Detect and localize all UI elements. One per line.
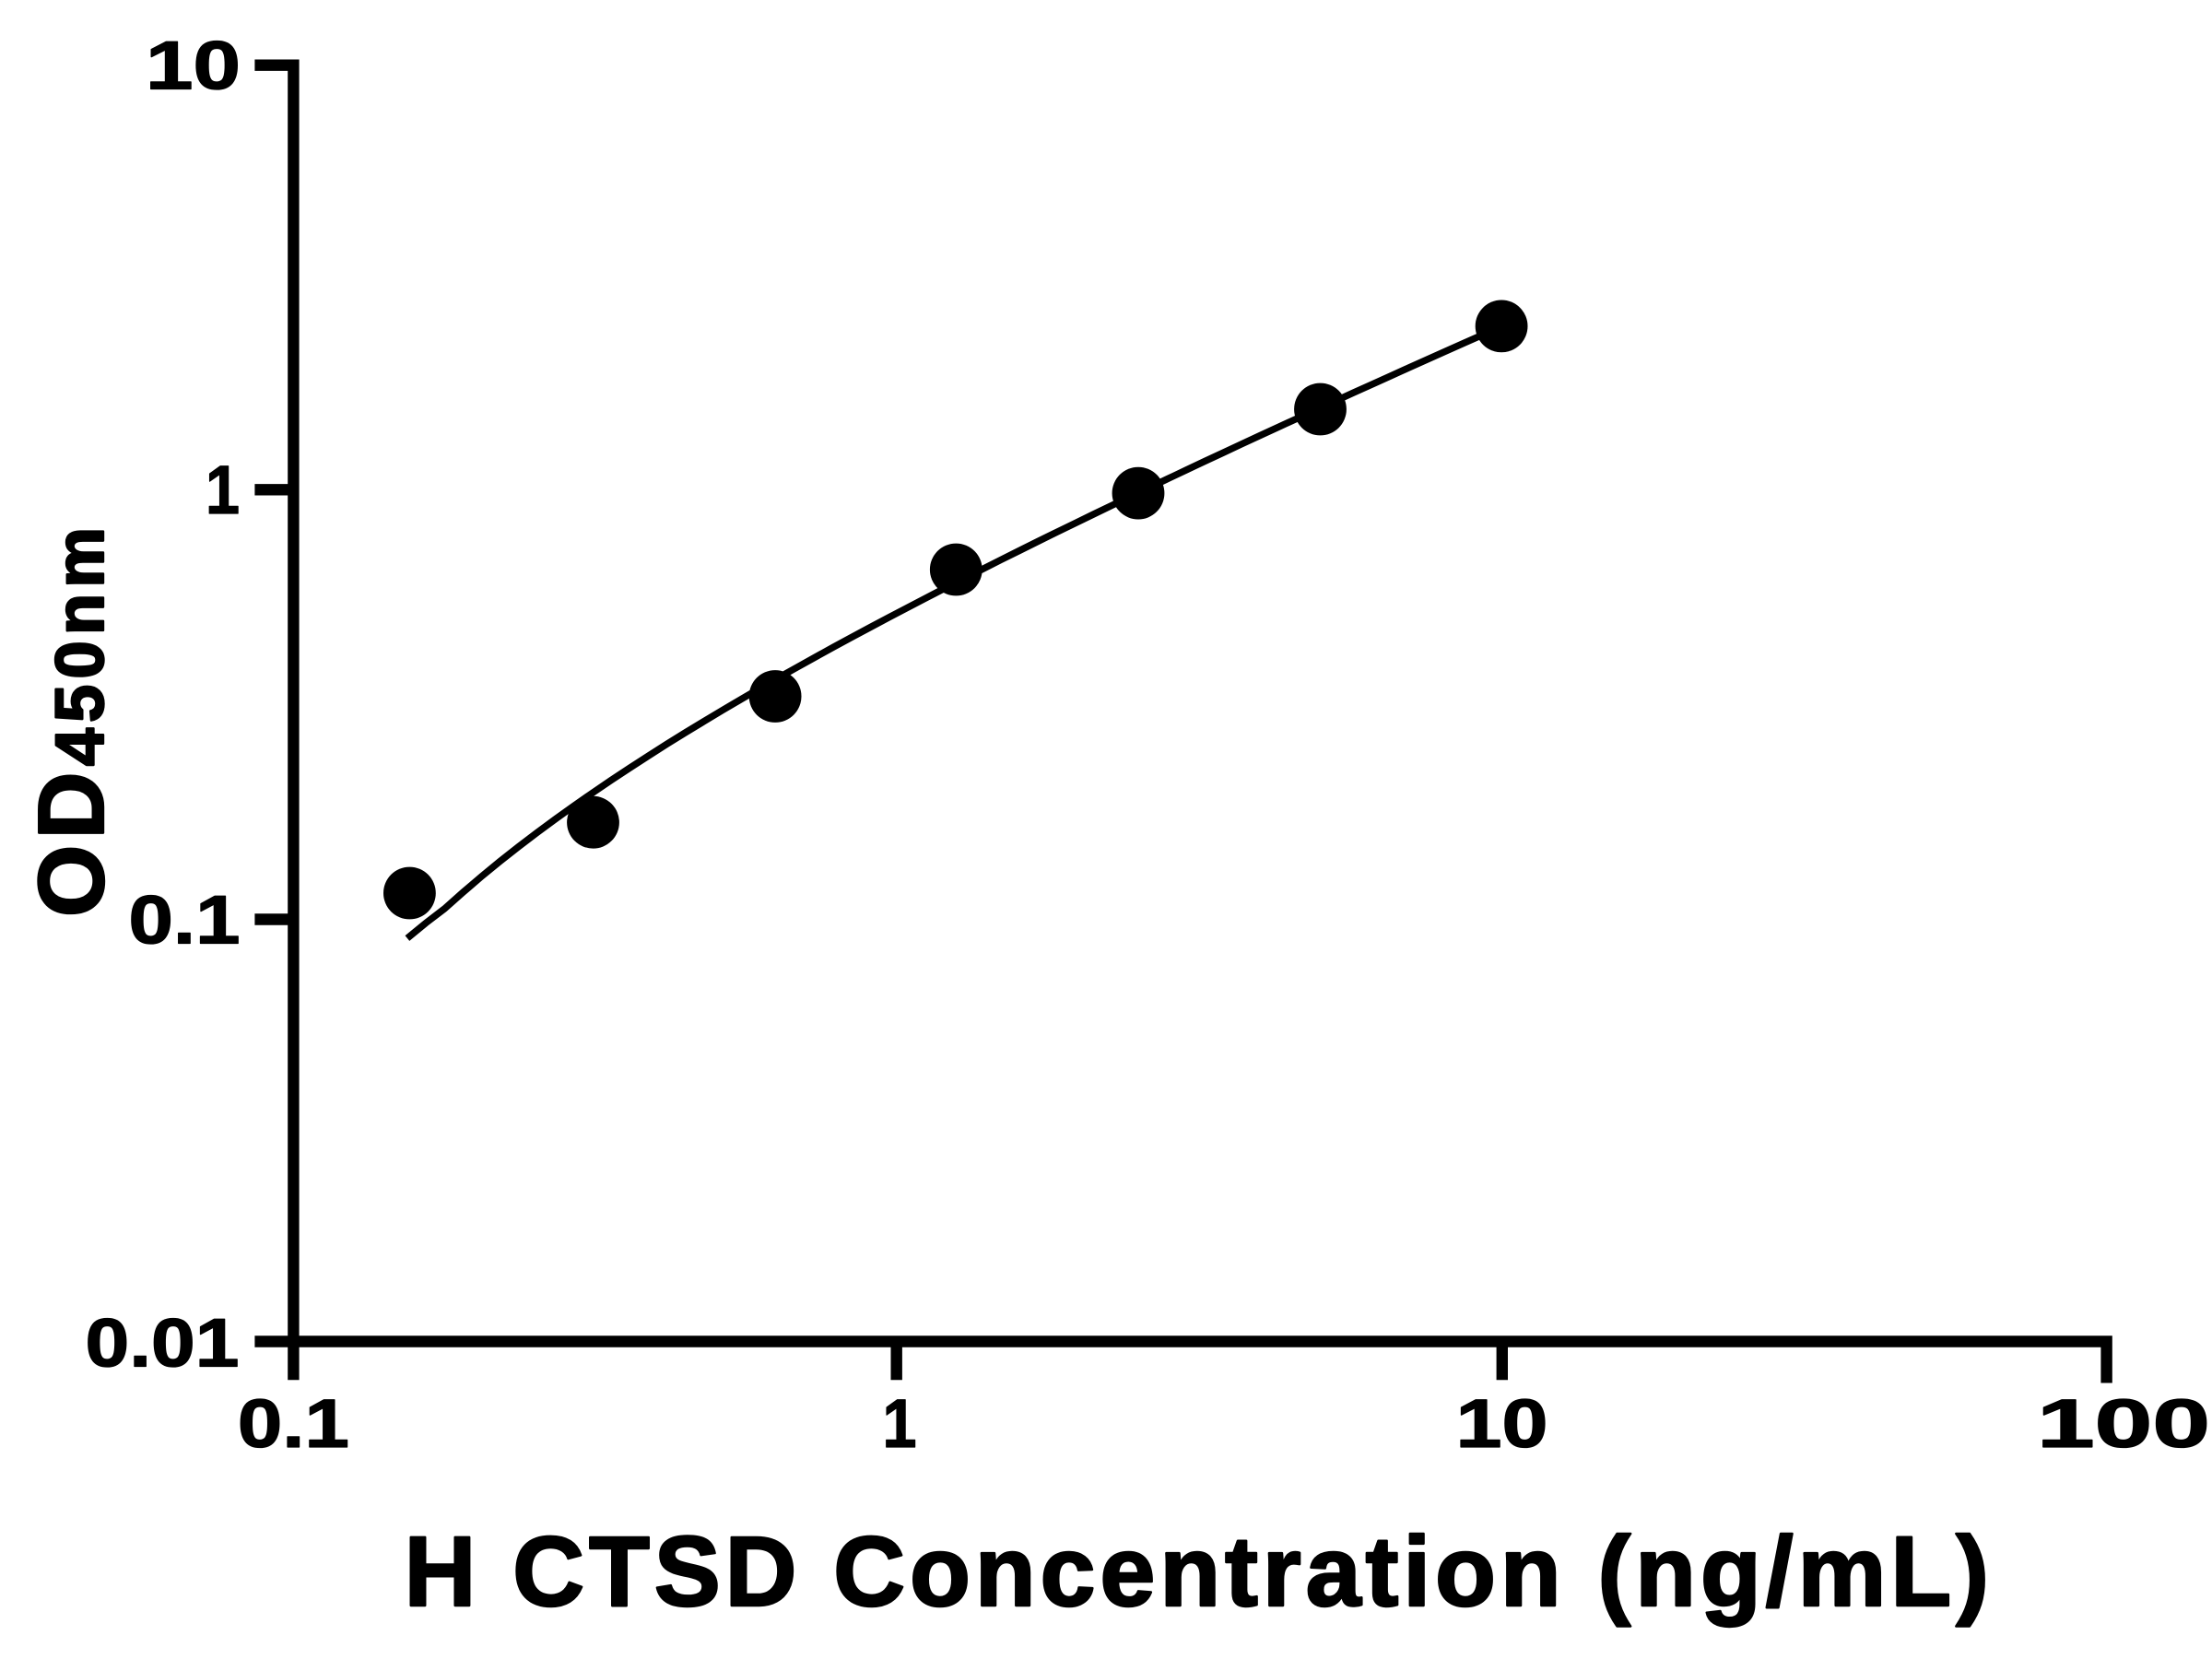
svg-text:100: 100	[2037, 1385, 2210, 1462]
svg-text:H CTSD Concentration (ng/mL): H CTSD Concentration (ng/mL)	[405, 1515, 1994, 1627]
svg-text:OD450nm: OD450nm	[20, 522, 124, 917]
svg-text:0.1: 0.1	[129, 881, 241, 958]
svg-text:0.01: 0.01	[86, 1304, 240, 1381]
svg-text:10: 10	[146, 28, 241, 104]
svg-text:1: 1	[883, 1385, 917, 1462]
svg-text:1: 1	[206, 452, 240, 528]
svg-text:0.1: 0.1	[238, 1385, 349, 1462]
svg-text:10: 10	[1456, 1385, 1548, 1462]
